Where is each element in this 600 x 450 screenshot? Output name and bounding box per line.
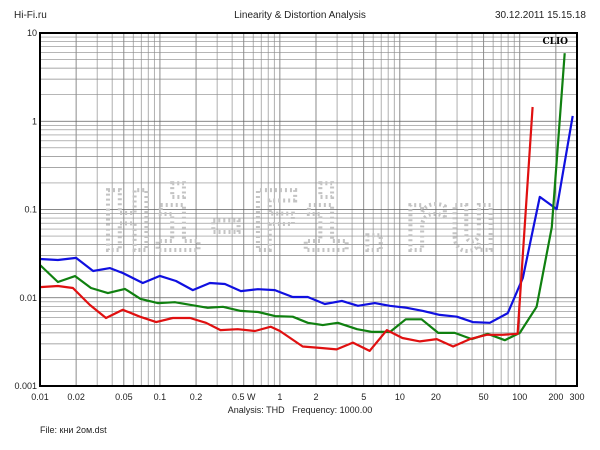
x-tick-label: 5 (361, 392, 366, 402)
series-line-red (39, 106, 534, 352)
site-label: Hi-Fi.ru (14, 10, 47, 21)
y-tick-label: 10 (27, 28, 37, 38)
clio-logo: CLIO (542, 37, 568, 47)
file-label: File: кни 2ом.dst (40, 425, 107, 435)
x-tick-label: 0.01 (31, 392, 49, 402)
analysis-label: Analysis: THD Frequency: 1000.00 (228, 405, 372, 415)
series-line-blue (39, 115, 574, 324)
x-tick-label: 100 (512, 392, 527, 402)
y-tick-label: 0.001 (14, 381, 37, 391)
x-tick-label: 50 (479, 392, 489, 402)
y-tick-label: 1 (32, 116, 37, 126)
watermark: Hi-Fi.ru (103, 175, 498, 270)
chart-title: Linearity & Distortion Analysis (234, 10, 366, 21)
x-tick-label: 2 (313, 392, 318, 402)
x-tick-label: 10 (395, 392, 405, 402)
plot-frame (39, 32, 578, 387)
y-tick-label: 0.01 (19, 293, 37, 303)
x-tick-label: 0.02 (67, 392, 85, 402)
x-tick-label: 0.5 W (232, 392, 256, 402)
x-tick-label: 300 (569, 392, 584, 402)
x-tick-label: 0.05 (115, 392, 133, 402)
x-tick-label: 200 (548, 392, 563, 402)
x-tick-label: 1 (277, 392, 282, 402)
y-tick-label: 0.1 (24, 205, 37, 215)
x-tick-label: 20 (431, 392, 441, 402)
datetime: 30.12.2011 15.15.18 (494, 10, 586, 21)
x-tick-label: 0.1 (154, 392, 167, 402)
x-tick-label: 0.2 (190, 392, 203, 402)
